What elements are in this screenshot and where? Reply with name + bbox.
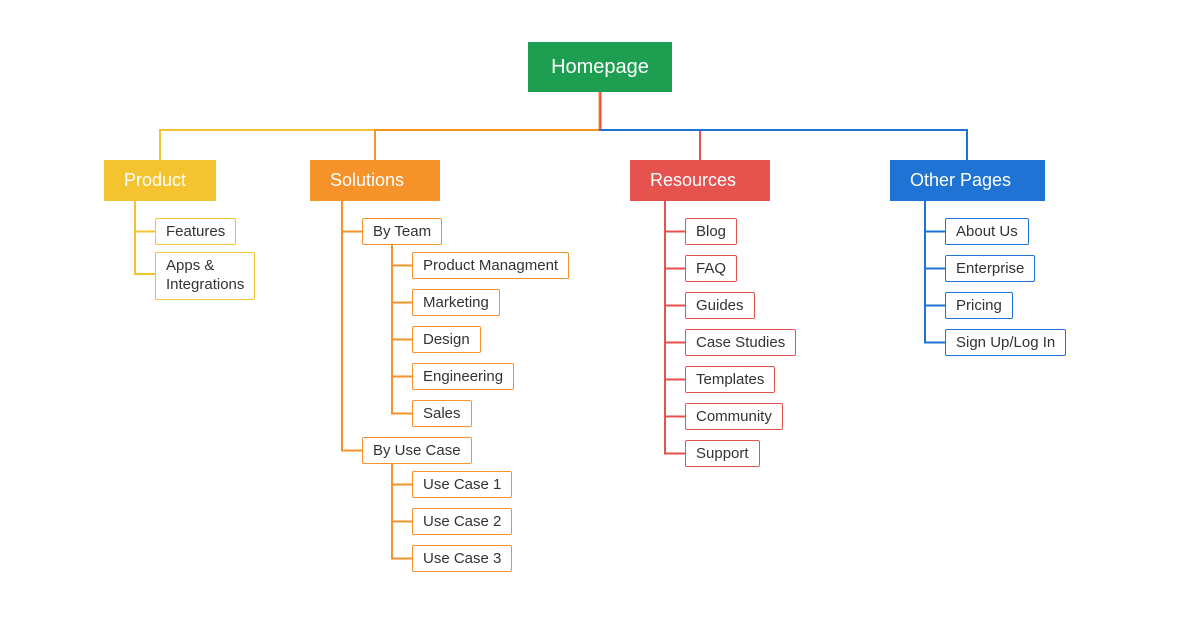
node-resources: Blog [685, 218, 737, 245]
node-solutions: Sales [412, 400, 472, 427]
category-resources: Resources [630, 160, 770, 201]
root-node: Homepage [528, 42, 672, 92]
node-resources: Support [685, 440, 760, 467]
category-other: Other Pages [890, 160, 1045, 201]
node-other: About Us [945, 218, 1029, 245]
node-resources: Community [685, 403, 783, 430]
node-solutions: Use Case 2 [412, 508, 512, 535]
node-resources: FAQ [685, 255, 737, 282]
node-solutions: By Use Case [362, 437, 472, 464]
node-resources: Case Studies [685, 329, 796, 356]
node-solutions: Engineering [412, 363, 514, 390]
node-other: Enterprise [945, 255, 1035, 282]
node-product: Features [155, 218, 236, 245]
category-product: Product [104, 160, 216, 201]
node-solutions: Use Case 1 [412, 471, 512, 498]
node-solutions: Product Managment [412, 252, 569, 279]
connector-lines [0, 0, 1200, 630]
category-solutions: Solutions [310, 160, 440, 201]
node-solutions: Marketing [412, 289, 500, 316]
node-product: Apps &Integrations [155, 252, 255, 300]
node-resources: Templates [685, 366, 775, 393]
node-solutions: Use Case 3 [412, 545, 512, 572]
node-resources: Guides [685, 292, 755, 319]
node-solutions: Design [412, 326, 481, 353]
node-other: Sign Up/Log In [945, 329, 1066, 356]
node-other: Pricing [945, 292, 1013, 319]
node-solutions: By Team [362, 218, 442, 245]
